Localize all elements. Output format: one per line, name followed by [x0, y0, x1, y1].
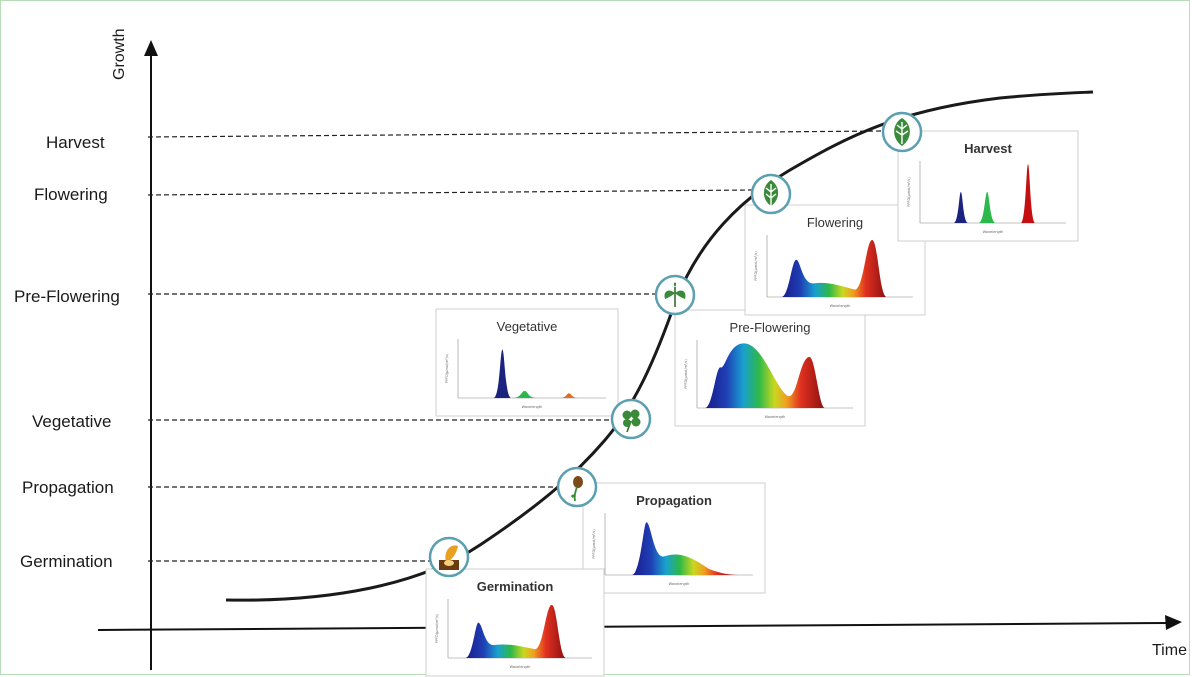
spectrum-panel-germination: Germination Wavelength PPFD(μmol/m²/s)	[425, 568, 605, 677]
x-axis	[97, 622, 1169, 631]
spectrum-panel-preflowering: Pre-Flowering Wavelength PPFD(μmol/m²/s)	[674, 309, 866, 427]
icon-germination	[428, 536, 470, 578]
spectrum-curve	[704, 343, 825, 408]
stage-label-harvest: Harvest	[46, 133, 105, 152]
spectrum-x-label: Wavelength	[522, 405, 543, 409]
spectrum-panel-vegetative: Vegetative Wavelength PPFD(μmol/m²/s)	[435, 308, 619, 417]
spectrum-y-label: PPFD(μmol/m²/s)	[592, 529, 596, 559]
panel-title: Harvest	[964, 141, 1012, 156]
spectrum-y-label: PPFD(μmol/m²/s)	[435, 613, 439, 643]
panel-title: Vegetative	[497, 319, 558, 334]
spectrum-plot	[919, 161, 1066, 224]
spectrum-curve	[560, 393, 578, 398]
spectrum-x-label: Wavelength	[669, 582, 690, 586]
stage-label-propagation: Propagation	[22, 478, 114, 497]
spectrum-curve	[1020, 164, 1036, 223]
icon-harvest	[881, 111, 923, 153]
icon-preflowering	[654, 274, 696, 316]
icon-flowering	[750, 173, 792, 215]
panel-title: Flowering	[807, 215, 863, 230]
spectrum-y-label: PPFD(μmol/m²/s)	[445, 353, 449, 383]
spectrum-y-label: PPFD(μmol/m²/s)	[684, 359, 688, 389]
spectrum-panel-harvest: Harvest Wavelength PPFD(μmol/m²/s)	[897, 130, 1079, 242]
stage-label-preflowering: Pre-Flowering	[14, 287, 120, 306]
spectrum-plot	[604, 513, 753, 576]
spectrum-y-label: PPFD(μmol/m²/s)	[907, 177, 911, 207]
stage-label-germination: Germination	[20, 552, 113, 571]
spectrum-x-label: Wavelength	[983, 230, 1004, 234]
spectrum-plot	[447, 599, 592, 659]
stage-label-vegetative: Vegetative	[32, 412, 111, 431]
spectrum-plot	[457, 339, 606, 399]
spectrum-curve	[781, 239, 887, 297]
panel-title: Pre-Flowering	[730, 320, 811, 335]
spectrum-panel-propagation: Propagation Wavelength PPFD(μmol/m²/s)	[582, 482, 766, 594]
spectrum-plot	[766, 235, 913, 298]
panel-title: Germination	[477, 579, 554, 594]
spectrum-x-label: Wavelength	[830, 304, 851, 308]
spectrum-plot	[696, 340, 853, 409]
spectrum-curve	[493, 349, 512, 398]
x-axis-label: Time	[1152, 642, 1187, 659]
icon-propagation	[556, 466, 598, 508]
spectrum-x-label: Wavelength	[765, 415, 786, 419]
guide-line-harvest	[147, 130, 885, 138]
y-axis-arrowhead	[144, 40, 158, 56]
stage-guide-lines	[147, 130, 885, 562]
panel-title: Propagation	[636, 493, 712, 508]
spectrum-curve	[465, 604, 567, 658]
guide-line-flowering	[147, 189, 753, 196]
icon-vegetative	[610, 398, 652, 440]
y-axis-label: Growth	[111, 28, 128, 80]
spectrum-y-label: PPFD(μmol/m²/s)	[754, 251, 758, 281]
spectrum-curve	[953, 192, 969, 223]
spectrum-panel-flowering: Flowering Wavelength PPFD(μmol/m²/s)	[744, 204, 926, 316]
spectrum-x-label: Wavelength	[510, 665, 531, 669]
spectrum-curve	[631, 522, 739, 575]
spectrum-curve	[512, 390, 537, 398]
stage-label-flowering: Flowering	[34, 185, 108, 204]
spectrum-curve	[978, 192, 996, 223]
x-axis-arrowhead	[1165, 615, 1182, 630]
